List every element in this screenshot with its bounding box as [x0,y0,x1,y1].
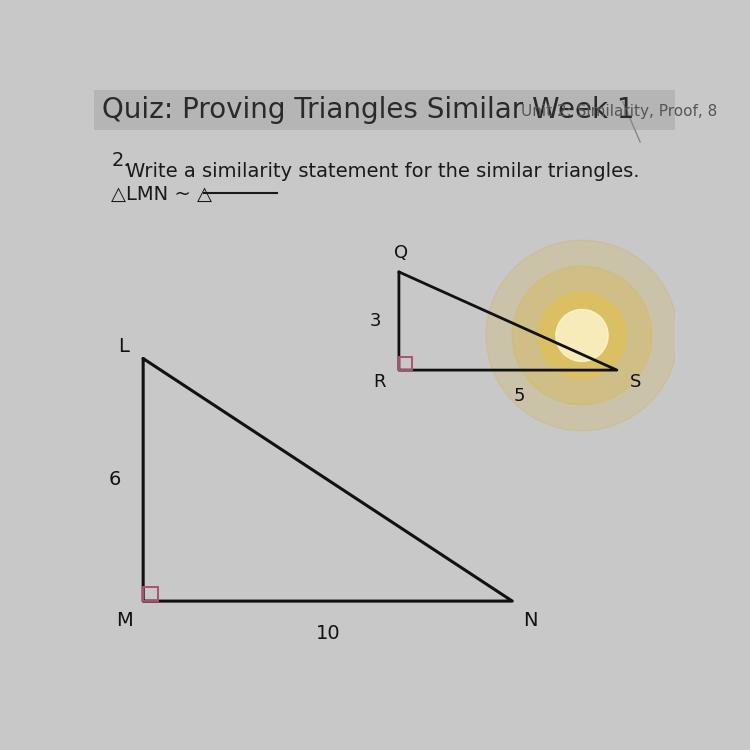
Circle shape [538,292,626,379]
Circle shape [486,240,678,430]
Circle shape [556,310,608,362]
Bar [143,586,158,601]
Text: Unit 2: Similarity, Proof, 8: Unit 2: Similarity, Proof, 8 [521,104,717,118]
Text: N: N [523,611,537,631]
Text: M: M [116,611,133,631]
Text: △LMN ~ △: △LMN ~ △ [111,185,212,204]
Text: 10: 10 [316,624,340,644]
Text: 3: 3 [370,312,382,330]
Text: L: L [118,337,129,356]
Text: S: S [630,373,641,391]
Bar [94,90,675,130]
Bar [399,358,412,370]
Text: 2.: 2. [111,151,130,170]
Circle shape [512,266,652,405]
Text: 5: 5 [514,388,525,406]
Text: R: R [374,373,386,391]
Text: Quiz: Proving Triangles Similar Week 1: Quiz: Proving Triangles Similar Week 1 [103,96,635,124]
Text: Write a similarity statement for the similar triangles.: Write a similarity statement for the sim… [126,162,639,182]
Text: 6: 6 [109,470,121,489]
Text: Q: Q [394,244,408,262]
